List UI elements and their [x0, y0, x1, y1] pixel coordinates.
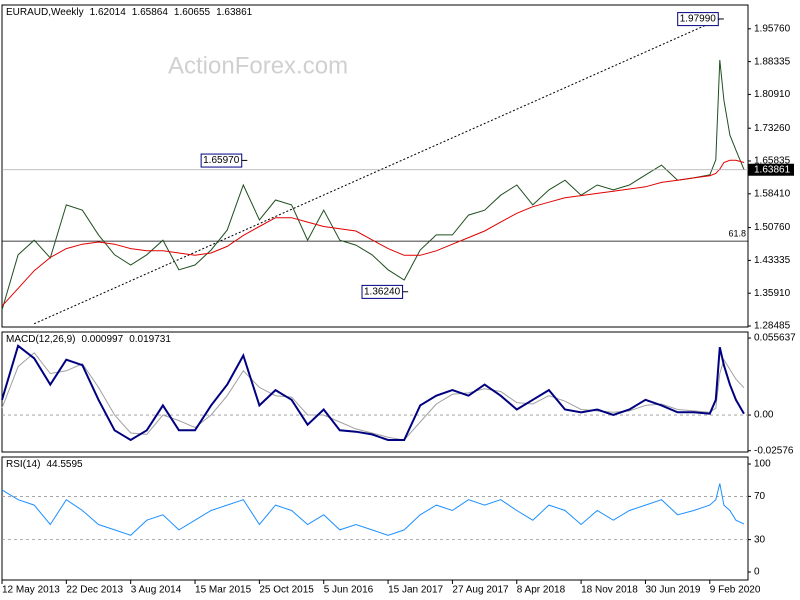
- y-tick-label: 1.50760: [754, 222, 791, 233]
- x-tick-label: 25 Oct 2015: [259, 585, 314, 596]
- y-tick-label: 1.95760: [754, 23, 791, 34]
- y-tick-label: 1.88335: [754, 56, 791, 67]
- header-value: 0.019731: [129, 334, 171, 345]
- y-tick-label: 1.73260: [754, 123, 791, 134]
- series-line: [1, 344, 745, 442]
- pane-title: MACD(12,26,9): [6, 334, 75, 345]
- annotation: 1.65970: [200, 153, 248, 168]
- y-tick-label: 0.00: [754, 410, 774, 421]
- header-value: 1.60655: [174, 7, 211, 18]
- annotation-label: 1.65970: [203, 155, 240, 166]
- annotation-label: 1.97990: [680, 14, 717, 25]
- y-tick-label: 1.28485: [754, 321, 791, 332]
- annotation: 1.36240: [361, 284, 409, 299]
- series-line: [1, 159, 745, 307]
- annotation-box: [361, 284, 404, 299]
- last-price-label: 1.63861: [754, 164, 791, 175]
- trendline: [33, 18, 721, 325]
- annotation-label: 1.36240: [364, 286, 401, 297]
- y-tick-label: 70: [754, 491, 766, 502]
- header-value: 44.5595: [46, 459, 83, 470]
- x-tick-label: 15 Jan 2017: [388, 585, 443, 596]
- annotation-box: [200, 153, 243, 168]
- rsi-pane: [1, 456, 749, 581]
- y-tick-label: 0.055637: [754, 333, 796, 344]
- y-tick-label: 1.65835: [754, 156, 791, 167]
- level-label: 61.8: [728, 228, 746, 238]
- x-tick-label: 3 Aug 2014: [131, 585, 182, 596]
- pane-title: EURAUD,Weekly: [6, 7, 84, 18]
- x-tick-label: 9 Feb 2020: [710, 585, 761, 596]
- x-tick-label: 8 Apr 2018: [517, 585, 566, 596]
- x-tick-label: 22 Dec 2013: [66, 585, 123, 596]
- y-tick-label: 100: [754, 459, 771, 470]
- annotation: 1.97990: [677, 12, 724, 27]
- header-value: 0.000997: [81, 334, 123, 345]
- annotation-box: [677, 12, 719, 27]
- x-tick-label: 27 Aug 2017: [452, 585, 509, 596]
- watermark: ActionForex.com: [168, 52, 348, 79]
- pane-header: EURAUD,Weekly 1.62014 1.65864 1.60655 1.6386…: [6, 7, 253, 18]
- x-tick-label: 18 Nov 2018: [581, 585, 638, 596]
- x-tick-label: 12 May 2013: [2, 585, 60, 596]
- y-tick-label: 1.80910: [754, 89, 791, 100]
- pane-header: RSI(14) 44.5595: [6, 459, 83, 470]
- pane-title: RSI(14): [6, 459, 40, 470]
- header-value: 1.63861: [216, 7, 253, 18]
- y-tick-label: 1.35910: [754, 288, 791, 299]
- macd-pane: [1, 331, 749, 453]
- series-line: [1, 59, 745, 311]
- pane-header: MACD(12,26,9) 0.000997 0.019731: [6, 334, 171, 345]
- x-tick-label: 15 Mar 2015: [195, 585, 252, 596]
- y-tick-label: 1.43335: [754, 255, 791, 266]
- x-tick-label: 30 Jun 2019: [645, 585, 700, 596]
- header-value: 1.65864: [132, 7, 169, 18]
- series-line: [1, 483, 745, 536]
- last-price-box: [748, 163, 794, 176]
- y-tick-label: 30: [754, 534, 766, 545]
- y-tick-label: -0.02576: [754, 445, 794, 456]
- y-tick-label: 0: [754, 567, 760, 578]
- y-tick-label: 1.58410: [754, 188, 791, 199]
- header-value: 1.62014: [90, 7, 127, 18]
- x-tick-label: 5 Jun 2016: [324, 585, 374, 596]
